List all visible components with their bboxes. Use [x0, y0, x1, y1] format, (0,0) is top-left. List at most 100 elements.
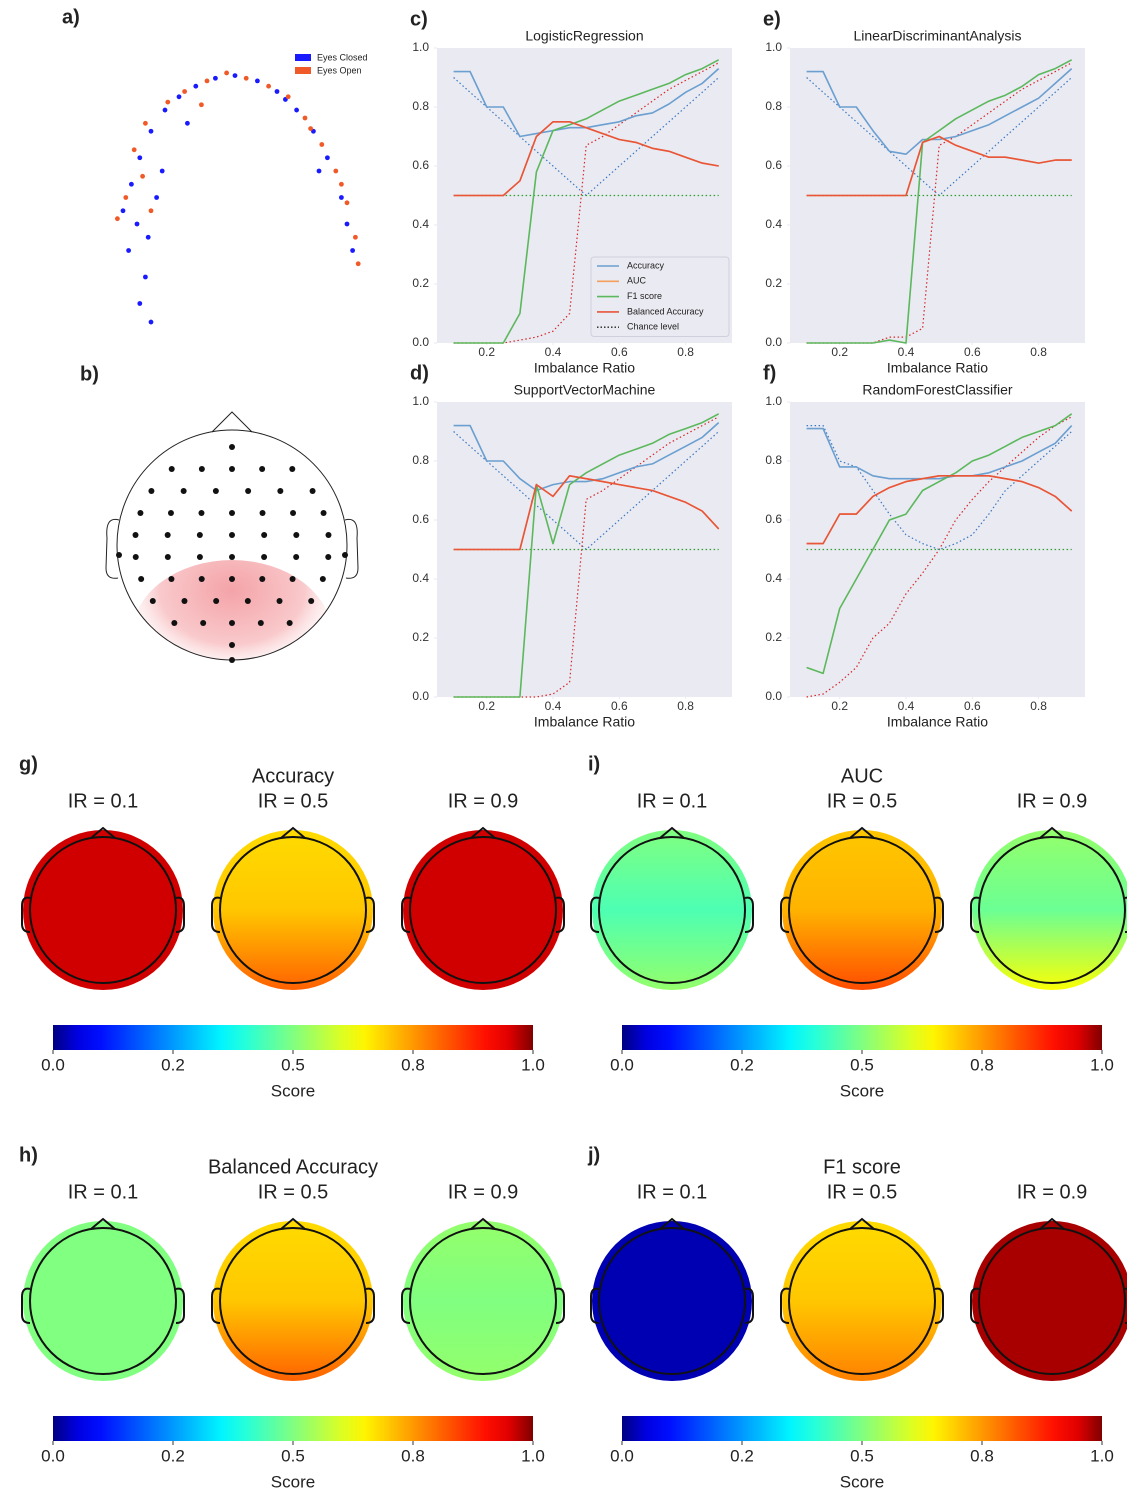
group-title: Accuracy — [252, 765, 334, 787]
scatter-point — [134, 221, 140, 227]
ear — [211, 1287, 221, 1324]
nose — [280, 1217, 306, 1230]
ear — [555, 896, 565, 933]
panel-label: i) — [588, 753, 600, 775]
colorbar-tick-label: 0.0 — [41, 1446, 65, 1465]
ear — [21, 1287, 31, 1324]
series-line — [806, 425, 1073, 480]
nose — [470, 826, 496, 839]
electrode — [229, 444, 235, 450]
group-title: Balanced Accuracy — [208, 1156, 378, 1178]
electrode — [259, 466, 266, 472]
nose — [470, 1217, 496, 1230]
scatter-point — [266, 83, 271, 89]
colorbar-tick-label: 1.0 — [1090, 1446, 1114, 1465]
panel-label: j) — [587, 1144, 600, 1166]
scatter-point — [213, 75, 218, 81]
x-axis-label: Imbalance Ratio — [534, 714, 635, 730]
x-tick-label: 0.2 — [478, 699, 495, 713]
ear — [211, 896, 221, 933]
electrode — [196, 554, 203, 560]
x-tick-label: 0.4 — [545, 699, 562, 713]
scatter-point — [159, 168, 165, 174]
electrode — [196, 532, 203, 538]
x-tick-label: 0.6 — [964, 345, 981, 359]
scatter-point — [185, 120, 190, 126]
ear — [365, 1287, 375, 1324]
x-tick-label: 0.2 — [831, 699, 848, 713]
ear — [401, 1287, 411, 1324]
y-tick-label: 0.0 — [412, 689, 429, 703]
nose — [1039, 1217, 1065, 1230]
ear — [21, 896, 31, 933]
scatter-point — [143, 120, 148, 126]
x-tick-label: 0.8 — [1030, 699, 1047, 713]
scatter-point — [148, 128, 154, 134]
colorbar — [622, 1416, 1102, 1441]
colorbar-label: Score — [271, 1081, 315, 1100]
electrode — [164, 554, 171, 560]
colorbar-tick-label: 0.5 — [281, 1055, 305, 1074]
head-outline — [409, 1227, 557, 1375]
topomap-disc — [23, 830, 183, 990]
electrode — [320, 510, 327, 516]
group-title: F1 score — [823, 1156, 901, 1178]
legend-box — [590, 256, 730, 337]
ear — [105, 518, 120, 579]
y-tick-label: 0.6 — [765, 512, 782, 526]
topomap-disc — [592, 830, 752, 990]
electrode — [293, 554, 300, 560]
activity-region — [132, 560, 332, 660]
y-tick-label: 0.4 — [412, 217, 429, 231]
electrode — [229, 576, 235, 582]
scatter-point — [243, 75, 249, 81]
electrode — [308, 598, 315, 604]
y-tick-label: 0.0 — [412, 335, 429, 349]
nose — [659, 1217, 685, 1230]
scatter-point — [339, 195, 344, 200]
electrode — [132, 554, 139, 560]
panel-label: e) — [763, 8, 781, 30]
electrode — [167, 510, 174, 516]
x-tick-label: 0.8 — [677, 345, 694, 359]
electrode — [132, 532, 139, 538]
colorbar-tick-label: 0.0 — [41, 1055, 65, 1074]
chart-title: RandomForestClassifier — [862, 382, 1012, 398]
scatter-point — [353, 234, 358, 240]
electrode — [212, 488, 219, 494]
electrode — [289, 466, 296, 472]
scatter-point — [131, 147, 137, 153]
colorbar-label: Score — [840, 1081, 884, 1100]
topomap-disc — [782, 830, 942, 990]
head-outline — [978, 836, 1126, 984]
y-tick-label: 0.2 — [765, 276, 782, 290]
electrode — [229, 620, 235, 626]
y-tick-label: 0.4 — [412, 571, 429, 585]
scatter-point — [294, 107, 299, 113]
electrode — [276, 598, 283, 604]
electrode — [138, 576, 145, 582]
chart-title: LogisticRegression — [525, 28, 643, 44]
colorbar-tick-label: 0.2 — [161, 1446, 185, 1465]
electrode — [137, 510, 144, 516]
electrode — [168, 576, 175, 582]
electrode — [229, 532, 235, 538]
scatter-point — [199, 102, 204, 108]
scatter-point — [350, 248, 355, 253]
series-line — [806, 413, 1073, 675]
series-line — [806, 475, 1073, 545]
topomap-disc — [23, 1221, 183, 1381]
colorbar — [622, 1025, 1102, 1050]
scatter-point — [255, 78, 260, 84]
nose — [280, 826, 306, 839]
scatter-point — [274, 89, 280, 94]
map-label: IR = 0.9 — [448, 790, 519, 812]
topomap-disc — [972, 1221, 1127, 1381]
panel-label: b) — [80, 363, 99, 385]
y-tick-label: 0.8 — [412, 453, 429, 467]
head-outline — [978, 1227, 1126, 1375]
scatter-point — [204, 78, 210, 84]
legend-label: Chance level — [627, 322, 679, 332]
y-tick-label: 0.6 — [412, 512, 429, 526]
electrode — [181, 598, 188, 604]
